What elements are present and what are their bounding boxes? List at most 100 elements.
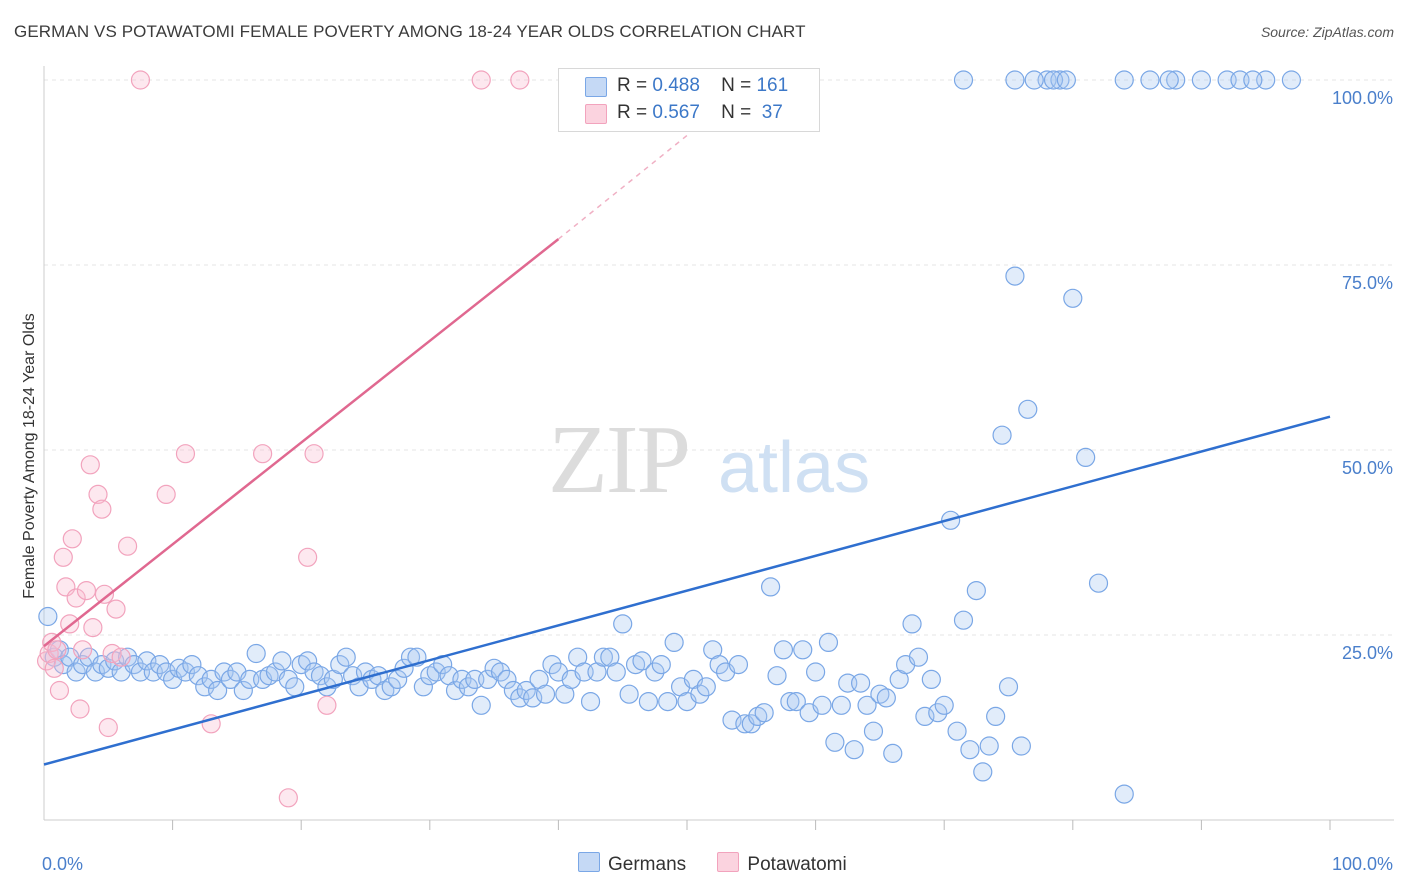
point-germans-136	[908, 647, 929, 667]
point-germans-75	[516, 680, 536, 701]
point-germans-105	[709, 654, 729, 675]
point-germans-122	[818, 632, 839, 653]
point-germans-94	[638, 691, 659, 712]
point-potawatomi-4	[47, 640, 67, 660]
point-potawatomi-11	[70, 699, 90, 719]
point-germans-46	[330, 654, 350, 675]
legend-swatch-germans	[585, 77, 607, 97]
point-germans-118	[793, 640, 813, 660]
point-germans-113	[760, 577, 781, 597]
point-germans-93	[632, 651, 652, 671]
point-germans-117	[786, 691, 806, 712]
point-germans-132	[883, 743, 903, 764]
point-germans-61	[426, 662, 446, 682]
watermark-zip: ZIP	[548, 406, 689, 514]
point-germans-18	[150, 654, 170, 675]
point-potawatomi-32	[317, 695, 337, 715]
point-germans-171	[1114, 70, 1134, 90]
point-germans-160	[1140, 70, 1160, 90]
point-germans-150	[998, 677, 1019, 697]
trend-line-potawatomi	[43, 238, 560, 648]
point-germans-126	[844, 740, 864, 760]
point-germans-107	[722, 710, 742, 730]
stats-legend: R = 0.488 N = 161 R = 0.567 N = 37	[558, 68, 820, 132]
germans-r-value: 0.488	[652, 75, 700, 96]
point-germans-135	[902, 614, 922, 634]
legend-item-potawatomi: Potawatomi	[717, 852, 847, 876]
point-potawatomi-22	[111, 647, 131, 667]
point-germans-16	[137, 651, 157, 671]
point-germans-147	[979, 736, 999, 756]
point-germans-153	[1018, 399, 1038, 419]
point-germans-146	[973, 762, 993, 782]
point-potawatomi-15	[83, 617, 103, 638]
x-tick-label-1: 100.0%	[1332, 854, 1393, 874]
point-germans-115	[773, 640, 794, 660]
point-germans-25	[195, 677, 215, 697]
point-germans-33	[246, 643, 266, 664]
point-germans-76	[523, 688, 543, 708]
point-germans-127	[851, 673, 871, 693]
point-germans-152	[1011, 736, 1031, 756]
series-potawatomi	[36, 70, 530, 808]
y-axis-label: Female Poverty Among 18-24 Year Olds	[21, 313, 38, 599]
y-tick-label-3: 100.0%	[1332, 88, 1393, 108]
point-germans-89	[606, 662, 626, 682]
point-germans-55	[388, 669, 408, 690]
point-potawatomi-12	[72, 640, 93, 660]
germans-n-value: 161	[756, 75, 789, 96]
legend-row-germans: R = 0.488 N = 161	[617, 75, 789, 96]
series-legend: Germans Potawatomi	[578, 852, 873, 876]
point-germans-172	[1159, 70, 1179, 90]
point-potawatomi-17	[92, 499, 112, 519]
legend-item-germans: Germans	[578, 852, 686, 876]
legend-swatch-germans-bottom	[578, 852, 600, 872]
point-germans-124	[831, 695, 851, 715]
point-germans-31	[233, 680, 253, 701]
point-germans-138	[921, 669, 941, 690]
point-germans-139	[928, 703, 948, 723]
point-germans-173	[1243, 70, 1263, 90]
point-germans-79	[542, 654, 562, 675]
point-potawatomi-29	[278, 788, 298, 808]
point-potawatomi-24	[130, 70, 151, 90]
point-germans-23	[182, 654, 202, 675]
point-germans-140	[934, 695, 954, 715]
trend-line-germans	[43, 415, 1331, 766]
point-germans-64	[445, 680, 466, 701]
point-germans-116	[780, 691, 800, 712]
grid-lines	[44, 79, 1394, 636]
point-potawatomi-25	[156, 484, 176, 504]
point-potawatomi-31	[304, 444, 324, 464]
point-germans-47	[336, 647, 356, 667]
point-potawatomi-16	[88, 484, 108, 504]
point-germans-149	[992, 425, 1012, 445]
point-germans-59	[413, 677, 433, 697]
point-germans-155	[1050, 70, 1070, 90]
point-germans-123	[825, 732, 845, 752]
point-germans-168	[1024, 70, 1044, 90]
point-germans-161	[1166, 70, 1186, 90]
potawatomi-r-value: 0.567	[652, 102, 700, 123]
point-germans-131	[876, 688, 896, 708]
point-potawatomi-21	[106, 599, 126, 619]
point-germans-41	[298, 651, 318, 671]
y-tick-label-1: 50.0%	[1342, 458, 1393, 478]
point-germans-39	[285, 677, 305, 697]
point-germans-87	[593, 647, 614, 667]
point-germans-142	[947, 721, 967, 741]
point-germans-102	[690, 684, 710, 704]
point-germans-98	[664, 632, 684, 653]
point-germans-144	[960, 740, 980, 760]
legend-swatch-potawatomi-bottom	[717, 852, 740, 872]
point-germans-158	[1088, 573, 1109, 593]
point-potawatomi-14	[80, 455, 100, 475]
x-tick-label-0: 0.0%	[42, 854, 83, 874]
chart-title: GERMAN VS POTAWATOMI FEMALE POVERTY AMON…	[14, 22, 806, 41]
point-germans-5	[66, 662, 86, 682]
point-germans-27	[208, 680, 228, 701]
point-potawatomi-23	[117, 536, 138, 556]
point-germans-22	[175, 662, 196, 682]
point-germans-90	[613, 614, 633, 634]
point-germans-159	[1114, 784, 1134, 804]
